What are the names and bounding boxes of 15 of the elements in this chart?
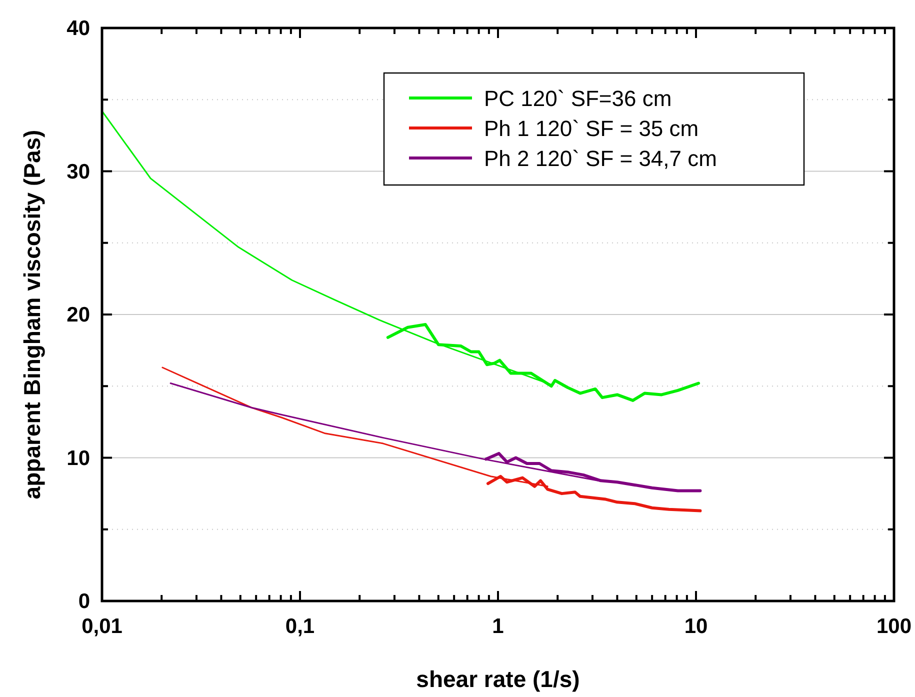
x-tick-label: 0,1 (285, 615, 315, 638)
y-tick-label: 40 (66, 17, 90, 40)
x-axis-title: shear rate (1/s) (416, 666, 580, 692)
y-tick-label: 30 (66, 160, 90, 184)
legend-label: Ph 1 120` SF = 35 cm (484, 116, 699, 141)
legend-label: PC 120` SF=36 cm (484, 86, 672, 111)
y-axis-title: apparent Bingham viscosity (Pas) (19, 130, 45, 500)
x-tick-label: 10 (684, 615, 708, 638)
x-tick-label: 1 (492, 615, 504, 638)
x-tick-label: 100 (876, 615, 912, 638)
x-tick-label: 0,01 (82, 615, 123, 638)
y-tick-label: 0 (78, 590, 90, 613)
y-tick-label: 20 (66, 304, 90, 326)
y-tick-label: 10 (66, 446, 90, 470)
legend-label: Ph 2 120` SF = 34,7 cm (484, 146, 717, 171)
